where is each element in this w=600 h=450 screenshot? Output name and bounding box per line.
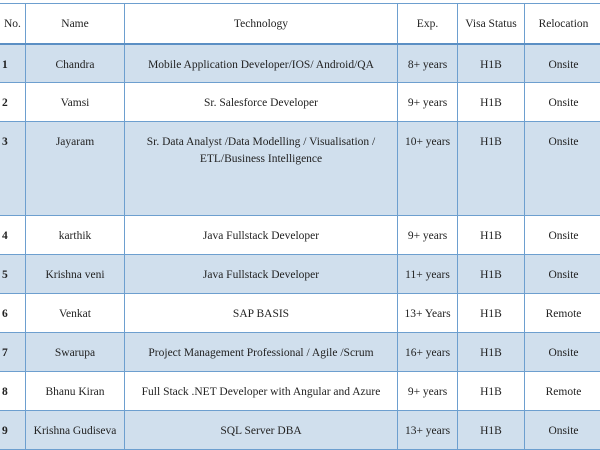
column-header: Visa Status (457, 3, 525, 45)
table-cell: Sr. Salesforce Developer (124, 82, 398, 122)
table-cell: Venkat (25, 293, 125, 333)
table-cell: H1B (457, 410, 525, 450)
row-number: 3 (0, 121, 26, 216)
table-cell: Mobile Application Developer/IOS/ Androi… (124, 43, 398, 83)
table-cell: H1B (457, 121, 525, 216)
table-cell: Onsite (524, 254, 600, 294)
table-cell: H1B (457, 293, 525, 333)
table-cell: 11+ years (397, 254, 458, 294)
table-cell: H1B (457, 82, 525, 122)
table-cell: SQL Server DBA (124, 410, 398, 450)
table-container: No. Name Technology Exp. Visa Status Relocati… (0, 3, 600, 450)
table-cell: SAP BASIS (124, 293, 398, 333)
table-cell: Onsite (524, 410, 600, 450)
table-cell: Chandra (25, 43, 125, 83)
column-header: Technology (124, 3, 398, 45)
table-cell: H1B (457, 43, 525, 83)
table-cell: H1B (457, 254, 525, 294)
column-header: Exp. (397, 3, 458, 45)
row-number: 2 (0, 82, 26, 122)
table-cell: 9+ years (397, 215, 458, 255)
row-number: 9 (0, 410, 26, 450)
column-header: Relocation (524, 3, 600, 45)
table-cell: H1B (457, 332, 525, 372)
table-cell: Java Fullstack Developer (124, 254, 398, 294)
table-cell: Jayaram (25, 121, 125, 216)
header-row: No. Name Technology Exp. Visa Status Relocati… (0, 3, 600, 45)
table-cell: Remote (524, 371, 600, 411)
table-cell: 10+ years (397, 121, 458, 216)
table-cell: 16+ years (397, 332, 458, 372)
table-cell: Onsite (524, 121, 600, 216)
table-row: 9 Krishna Gudiseva SQL Server DBA 13+ years… (0, 410, 600, 450)
table-row: 4 karthik Java Fullstack Developer 9+ years… (0, 215, 600, 255)
table-row: 6 Venkat SAP BASIS 13+ Years H1B Remote (0, 293, 600, 333)
table-cell: 9+ years (397, 371, 458, 411)
table-cell: Java Fullstack Developer (124, 215, 398, 255)
table-cell: 13+ years (397, 410, 458, 450)
candidate-table: No. Name Technology Exp. Visa Status Relocati… (0, 3, 600, 450)
table-cell: Onsite (524, 82, 600, 122)
table-row: 8 Bhanu Kiran Full Stack .NET Developer wi… (0, 371, 600, 411)
table-cell: Onsite (524, 332, 600, 372)
table-cell: 8+ years (397, 43, 458, 83)
table-row: 1 Chandra Mobile Application Developer/IOS… (0, 43, 600, 83)
table-cell: Krishna veni (25, 254, 125, 294)
table-row: 7 Swarupa Project Management Professional … (0, 332, 600, 372)
table-cell: H1B (457, 215, 525, 255)
table-cell: 13+ Years (397, 293, 458, 333)
table-cell: karthik (25, 215, 125, 255)
table-cell: Krishna Gudiseva (25, 410, 125, 450)
table-cell: 9+ years (397, 82, 458, 122)
table-cell: Bhanu Kiran (25, 371, 125, 411)
row-number: 6 (0, 293, 26, 333)
row-number: 7 (0, 332, 26, 372)
table-cell: H1B (457, 371, 525, 411)
table-cell: Vamsi (25, 82, 125, 122)
table-cell: Full Stack .NET Developer with Angular a… (124, 371, 398, 411)
row-number: 8 (0, 371, 26, 411)
row-number: 4 (0, 215, 26, 255)
table-cell: Remote (524, 293, 600, 333)
table-row: 3 Jayaram Sr. Data Analyst /Data Modelling… (0, 121, 600, 216)
row-number: 5 (0, 254, 26, 294)
table-cell: Onsite (524, 43, 600, 83)
column-header: No. (0, 3, 26, 45)
table-row: 5 Krishna veni Java Fullstack Developer 11+… (0, 254, 600, 294)
table-cell: Onsite (524, 215, 600, 255)
row-number: 1 (0, 43, 26, 83)
table-cell: Sr. Data Analyst /Data Modelling / Visua… (124, 121, 398, 216)
column-header: Name (25, 3, 125, 45)
table-cell: Project Management Professional / Agile … (124, 332, 398, 372)
table-cell: Swarupa (25, 332, 125, 372)
table-row: 2 Vamsi Sr. Salesforce Developer 9+ years H1… (0, 82, 600, 122)
